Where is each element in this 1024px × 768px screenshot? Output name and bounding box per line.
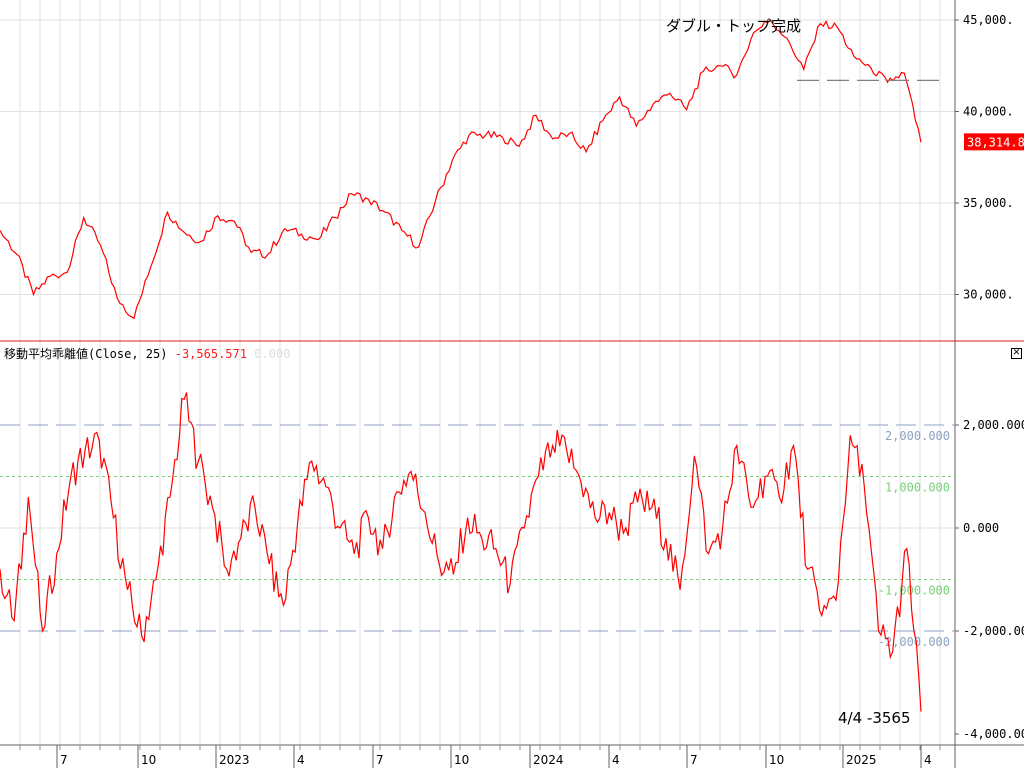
x-tick-label: 7: [376, 753, 384, 767]
x-tick-label: 4: [612, 753, 620, 767]
x-tick-label: 2024: [533, 753, 564, 767]
x-tick-label: 10: [454, 753, 469, 767]
deviation-line: [0, 392, 922, 712]
y-tick-label: 40,000.: [963, 105, 1014, 119]
indicator-zero-value: 0.000: [254, 347, 291, 361]
x-tick-label: 10: [141, 753, 156, 767]
y-tick-label: -4,000.000: [963, 727, 1024, 741]
x-tick-label: 7: [60, 753, 68, 767]
last-value-box: [964, 133, 1024, 151]
indicator-title: 移動平均乖離値(Close, 25): [4, 347, 168, 361]
y-tick-label: 0.000: [963, 521, 999, 535]
double-top-annotation: ダブル・トップ完成: [666, 17, 802, 35]
latest-deviation-annotation: 4/4 -3565: [838, 709, 911, 727]
indicator-header: 移動平均乖離値(Close, 25) -3,565.571 0.000: [4, 345, 290, 362]
x-tick-label: 2025: [846, 753, 877, 767]
x-tick-label: 2023: [219, 753, 250, 767]
close-icon[interactable]: ✕: [1011, 348, 1022, 359]
reference-label-positive: 2,000.000: [885, 429, 950, 443]
y-tick-label: -2,000.000: [963, 624, 1024, 638]
y-tick-label: 30,000.: [963, 288, 1014, 302]
reference-label-negative: -1,000.000: [878, 584, 950, 598]
price-line: [0, 19, 922, 320]
reference-label-negative: -2,000.000: [878, 635, 950, 649]
indicator-current-value: -3,565.571: [174, 347, 247, 361]
y-tick-label: 35,000.: [963, 196, 1014, 210]
reference-label-positive: 1,000.000: [885, 481, 950, 495]
x-tick-label: 7: [690, 753, 698, 767]
y-tick-label: 2,000.000: [963, 418, 1024, 432]
y-tick-label: 45,000.: [963, 13, 1014, 27]
x-tick-label: 10: [769, 753, 784, 767]
x-tick-label: 4: [297, 753, 305, 767]
last-value-label: 38,314.8: [967, 135, 1024, 149]
x-tick-label: 4: [924, 753, 932, 767]
